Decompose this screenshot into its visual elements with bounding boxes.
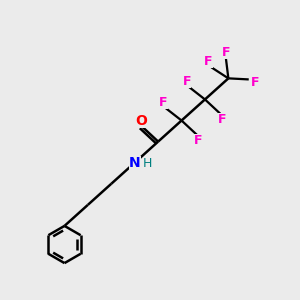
Text: H: H: [142, 157, 152, 170]
Text: F: F: [218, 113, 226, 126]
Text: F: F: [204, 55, 212, 68]
Text: F: F: [194, 134, 203, 147]
Text: F: F: [250, 76, 259, 89]
Text: N: N: [129, 156, 140, 170]
Text: O: O: [135, 114, 147, 128]
Text: F: F: [222, 46, 230, 59]
Text: F: F: [159, 96, 168, 109]
Text: F: F: [183, 75, 191, 88]
